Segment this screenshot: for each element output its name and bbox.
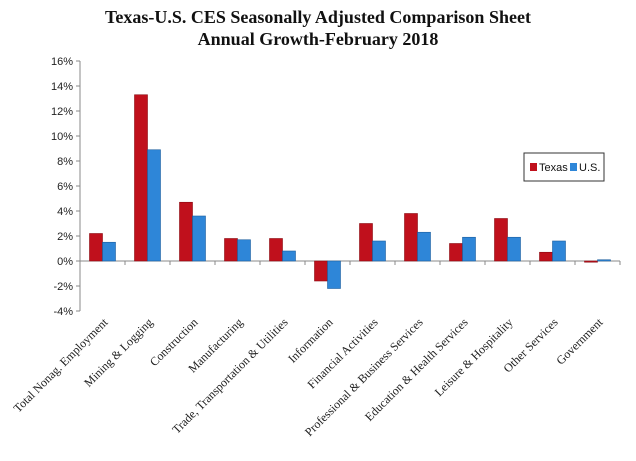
bar-texas-5 xyxy=(269,238,283,262)
legend-swatch xyxy=(530,163,537,171)
chart-title-line-2: Annual Growth-February 2018 xyxy=(198,29,439,49)
bar-texas-8 xyxy=(404,213,418,262)
axes: -4% -2% 0% 2% 4% 6% 8% 10% 12% 14% 16% xyxy=(51,56,621,318)
y-tick-label: -4% xyxy=(53,306,73,318)
legend-box xyxy=(523,152,605,182)
y-tick-label: 10% xyxy=(51,131,73,143)
bar-texas-2 xyxy=(134,94,148,262)
y-tick-label: 2% xyxy=(57,231,73,243)
chart-title-line-1: Texas-U.S. CES Seasonally Adjusted Compa… xyxy=(105,7,531,27)
bar-us-7 xyxy=(372,240,386,262)
bars xyxy=(89,94,611,289)
y-tick-label: 8% xyxy=(57,156,73,168)
bar-us-5 xyxy=(282,250,296,262)
bar-texas-12 xyxy=(584,260,598,263)
bar-texas-10 xyxy=(494,218,508,262)
y-tick-label: 14% xyxy=(51,81,73,93)
legend: Texas U.S. xyxy=(523,152,605,182)
bar-texas-3 xyxy=(179,201,193,262)
bar-us-6 xyxy=(327,260,341,289)
bar-texas-7 xyxy=(359,223,373,262)
y-tick-label: 4% xyxy=(57,206,73,218)
bar-texas-9 xyxy=(449,243,463,262)
category-label: Leisure & Hospitality xyxy=(432,315,516,399)
bar-us-2 xyxy=(147,149,161,262)
y-tick-label: 0% xyxy=(57,256,73,268)
y-tick-label: 6% xyxy=(57,181,73,193)
bar-us-10 xyxy=(507,236,521,262)
bar-us-11 xyxy=(552,240,566,262)
bar-texas-11 xyxy=(539,251,553,262)
legend-label: Texas xyxy=(539,162,568,174)
bar-us-3 xyxy=(192,215,206,262)
bar-us-9 xyxy=(462,236,476,262)
y-tick-label: 12% xyxy=(51,106,73,118)
legend-swatch xyxy=(570,163,577,171)
bar-texas-1 xyxy=(89,233,103,262)
bar-texas-6 xyxy=(314,260,328,282)
bar-us-12 xyxy=(597,259,611,262)
bar-texas-4 xyxy=(224,238,238,262)
bar-us-4 xyxy=(237,239,251,262)
y-tick-label: 16% xyxy=(51,56,73,68)
bar-us-8 xyxy=(417,231,431,262)
legend-label: U.S. xyxy=(579,162,600,174)
y-tick-label: -2% xyxy=(53,281,73,293)
category-label: Government xyxy=(553,315,606,368)
bar-us-1 xyxy=(102,241,116,262)
